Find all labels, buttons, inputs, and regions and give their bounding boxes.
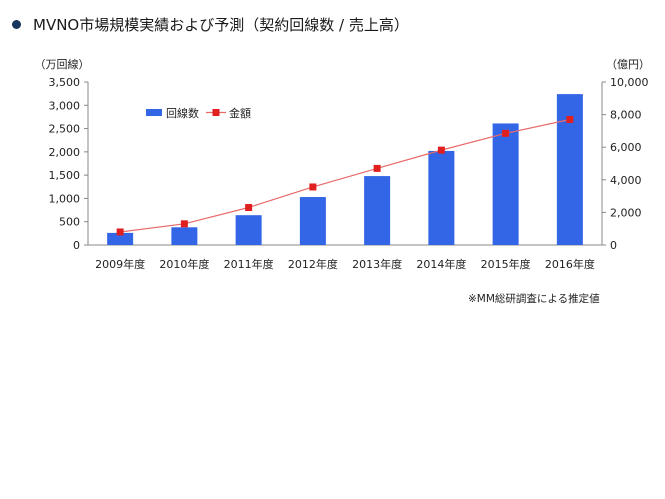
legend-line-marker — [212, 109, 220, 116]
bar-3 — [235, 215, 262, 245]
right-tick-label: 6,000 — [610, 141, 642, 154]
x-tick-label: 2016年度 — [545, 257, 595, 271]
left-tick-label: 2,000 — [49, 146, 81, 159]
left-axis-unit: （万回線） — [35, 57, 90, 71]
left-tick-label: 1,000 — [49, 192, 81, 205]
bar-4 — [299, 197, 326, 245]
right-tick-label: 2,000 — [610, 206, 642, 219]
legend-line-label: 金額 — [229, 106, 251, 120]
amount-point-1 — [116, 228, 124, 236]
left-tick-label: 3,500 — [49, 76, 81, 89]
bullet-icon — [12, 20, 21, 29]
left-tick-label: 0 — [73, 239, 80, 252]
x-tick-label: 2014年度 — [416, 257, 466, 271]
amount-point-3 — [245, 204, 253, 212]
amount-point-7 — [502, 129, 510, 137]
page-title: MVNO市場規模実績および予測（契約回線数 / 売上高） — [33, 16, 409, 34]
amount-point-5 — [373, 164, 381, 172]
legend-bar-label: 回線数 — [166, 106, 199, 120]
amount-point-6 — [437, 146, 445, 154]
right-tick-label: 10,000 — [610, 76, 649, 89]
right-tick-label: 4,000 — [610, 174, 642, 187]
amount-point-8 — [566, 115, 574, 123]
left-tick-label: 1,500 — [49, 169, 81, 182]
bar-7 — [492, 123, 519, 245]
page-header: MVNO市場規模実績および予測（契約回線数 / 売上高） — [12, 14, 409, 35]
x-tick-label: 2012年度 — [288, 257, 338, 271]
left-tick-label: 3,000 — [49, 99, 81, 112]
amount-point-4 — [309, 183, 317, 191]
bar-2 — [171, 227, 198, 245]
bar-6 — [428, 150, 455, 245]
left-tick-label: 500 — [59, 216, 80, 229]
bar-5 — [364, 176, 391, 245]
amount-line — [120, 118, 571, 233]
bar-1 — [107, 232, 134, 245]
amount-point-2 — [180, 220, 188, 228]
right-tick-label: 0 — [610, 239, 617, 252]
x-tick-label: 2011年度 — [224, 257, 274, 271]
x-tick-label: 2013年度 — [352, 257, 402, 271]
left-tick-label: 2,500 — [49, 123, 81, 136]
right-tick-label: 8,000 — [610, 109, 642, 122]
market-chart: 0 500 1,000 1,500 2,000 2,500 3,000 3,500 0 2,000… — [35, 57, 651, 271]
x-tick-label: 2009年度 — [95, 257, 145, 271]
x-tick-label: 2015年度 — [481, 257, 531, 271]
right-axis-unit: （億円） — [606, 58, 650, 71]
x-tick-label: 2010年度 — [159, 257, 209, 271]
legend-bar-swatch — [146, 109, 162, 116]
source-footnote: ※MM総研調査による推定値 — [468, 293, 600, 305]
